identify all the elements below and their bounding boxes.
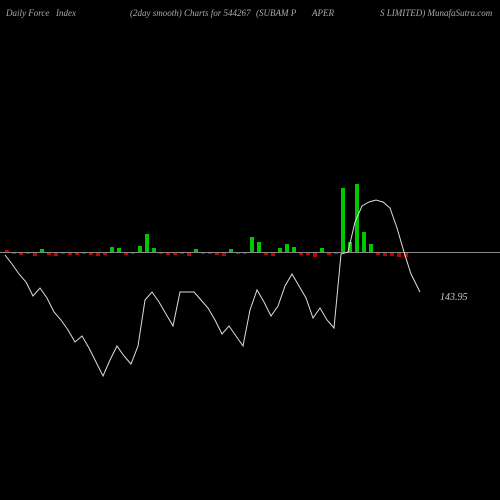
force-index-line (0, 30, 500, 470)
header-segment: Daily Force (6, 8, 49, 18)
header-segment: S LIMITED) MunafaSutra.com (380, 8, 492, 18)
header-segment: (SUBAM P (256, 8, 296, 18)
chart-area: 143.95 (0, 30, 500, 470)
current-value-label: 143.95 (440, 292, 468, 303)
header-segment: APER (312, 8, 334, 18)
line-path (5, 200, 420, 376)
header-segment: Index (56, 8, 76, 18)
header-segment: (2day smooth) Charts for 544267 (130, 8, 251, 18)
